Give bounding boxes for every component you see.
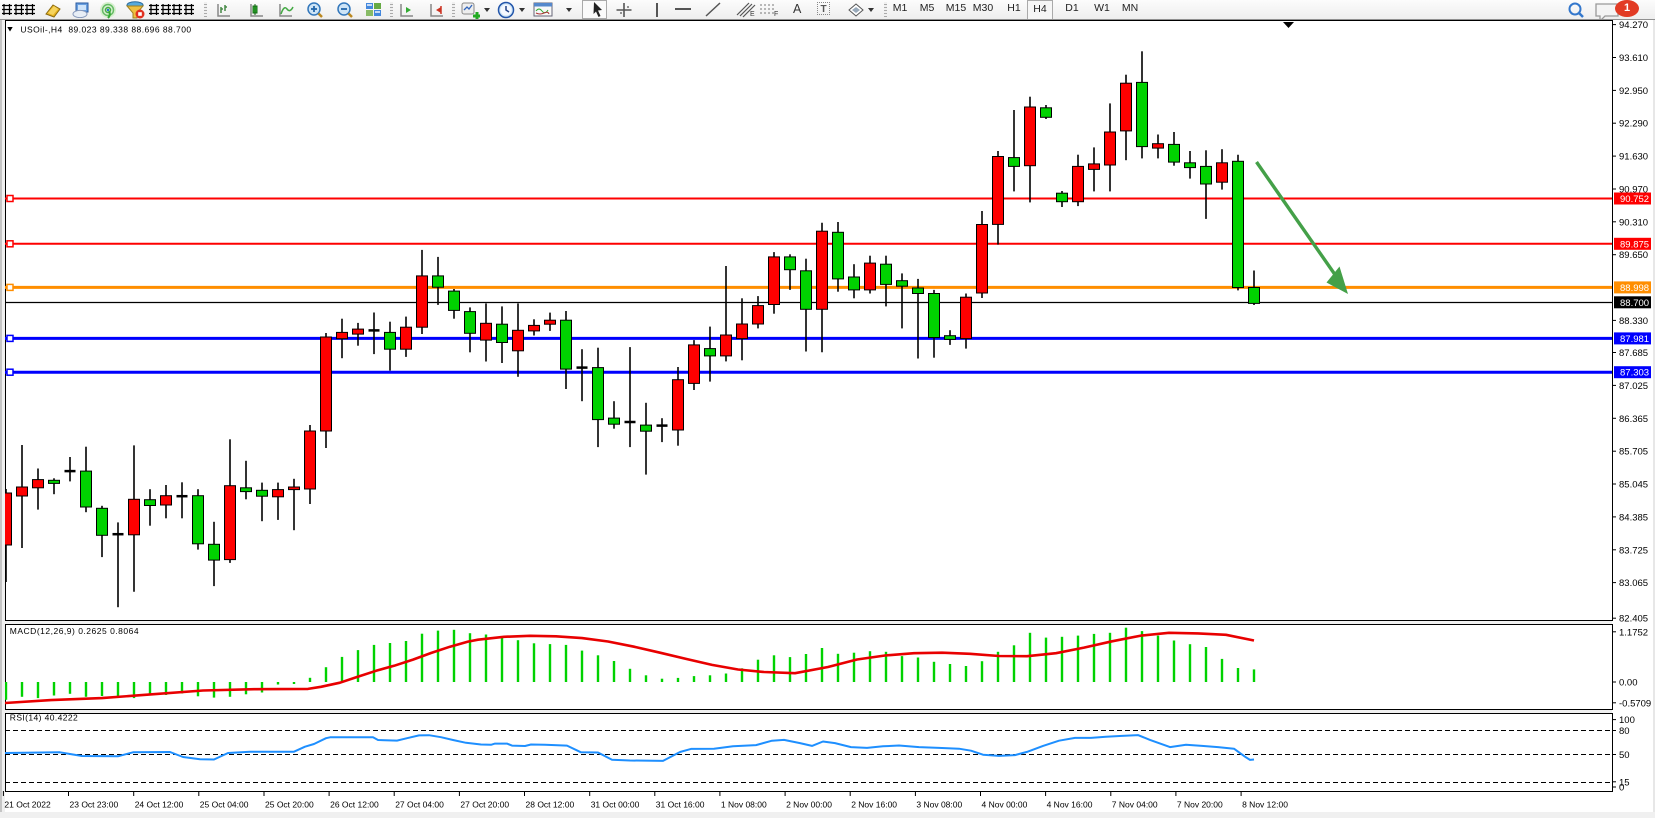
svg-text:USOil-,H4 89.023 89.338 88.69: USOil-,H4 89.023 89.338 88.696 88.700 — [20, 25, 191, 35]
svg-text:23 Oct 23:00: 23 Oct 23:00 — [70, 800, 119, 810]
svg-text:93.610: 93.610 — [1619, 53, 1648, 64]
svg-text:28 Oct 12:00: 28 Oct 12:00 — [526, 800, 575, 810]
svg-text:31 Oct 16:00: 31 Oct 16:00 — [656, 800, 705, 810]
svg-text:88.998: 88.998 — [1620, 283, 1649, 294]
svg-text:26 Oct 12:00: 26 Oct 12:00 — [330, 800, 379, 810]
svg-text:84.385: 84.385 — [1619, 512, 1648, 523]
svg-text:88.700: 88.700 — [1620, 298, 1649, 309]
svg-text:90.310: 90.310 — [1619, 217, 1648, 228]
svg-text:88.330: 88.330 — [1619, 316, 1648, 327]
svg-text:83.725: 83.725 — [1619, 545, 1648, 556]
svg-text:86.365: 86.365 — [1619, 414, 1648, 425]
svg-text:4 Nov 00:00: 4 Nov 00:00 — [982, 800, 1028, 810]
svg-text:82.405: 82.405 — [1619, 614, 1648, 625]
svg-text:2 Nov 00:00: 2 Nov 00:00 — [786, 800, 832, 810]
svg-text:87.303: 87.303 — [1620, 368, 1649, 379]
svg-text:MACD(12,26,9) 0.2625 0.8064: MACD(12,26,9) 0.2625 0.8064 — [10, 626, 139, 636]
svg-text:85.705: 85.705 — [1619, 447, 1648, 458]
svg-text:80: 80 — [1619, 726, 1630, 737]
svg-text:25 Oct 04:00: 25 Oct 04:00 — [200, 800, 249, 810]
svg-text:87.981: 87.981 — [1620, 334, 1649, 345]
svg-text:89.650: 89.650 — [1619, 250, 1648, 261]
svg-text:89.875: 89.875 — [1620, 239, 1649, 250]
svg-text:83.065: 83.065 — [1619, 578, 1648, 589]
svg-text:87.025: 87.025 — [1619, 381, 1648, 392]
svg-text:92.950: 92.950 — [1619, 86, 1648, 97]
svg-text:24 Oct 12:00: 24 Oct 12:00 — [135, 800, 184, 810]
svg-text:-0.5709: -0.5709 — [1619, 698, 1651, 709]
svg-text:7 Nov 04:00: 7 Nov 04:00 — [1112, 800, 1158, 810]
svg-text:85.045: 85.045 — [1619, 480, 1648, 491]
svg-text:15: 15 — [1619, 777, 1630, 788]
svg-text:94.270: 94.270 — [1619, 20, 1648, 31]
svg-text:F: F — [774, 11, 778, 18]
svg-text:50: 50 — [1619, 750, 1630, 761]
svg-text:92.290: 92.290 — [1619, 119, 1648, 130]
svg-text:7 Nov 20:00: 7 Nov 20:00 — [1177, 800, 1223, 810]
svg-text:1.1752: 1.1752 — [1619, 627, 1648, 638]
svg-text:3 Nov 08:00: 3 Nov 08:00 — [916, 800, 962, 810]
svg-text:91.630: 91.630 — [1619, 152, 1648, 163]
svg-text:0.00: 0.00 — [1619, 678, 1638, 689]
svg-text:87.685: 87.685 — [1619, 348, 1648, 359]
svg-text:1 Nov 08:00: 1 Nov 08:00 — [721, 800, 767, 810]
svg-text:31 Oct 00:00: 31 Oct 00:00 — [591, 800, 640, 810]
svg-text:21 Oct 2022: 21 Oct 2022 — [4, 800, 51, 810]
svg-text:8 Nov 12:00: 8 Nov 12:00 — [1242, 800, 1288, 810]
svg-text:0: 0 — [1619, 783, 1624, 794]
svg-text:4 Nov 16:00: 4 Nov 16:00 — [1047, 800, 1093, 810]
svg-text:100: 100 — [1619, 715, 1635, 726]
svg-text:90.752: 90.752 — [1620, 194, 1649, 205]
svg-text:25 Oct 20:00: 25 Oct 20:00 — [265, 800, 314, 810]
svg-text:2 Nov 16:00: 2 Nov 16:00 — [851, 800, 897, 810]
svg-text:RSI(14) 40.4222: RSI(14) 40.4222 — [10, 713, 78, 723]
svg-text:E: E — [750, 11, 755, 18]
svg-text:27 Oct 04:00: 27 Oct 04:00 — [395, 800, 444, 810]
svg-text:90.970: 90.970 — [1619, 185, 1648, 196]
svg-text:27 Oct 20:00: 27 Oct 20:00 — [460, 800, 509, 810]
